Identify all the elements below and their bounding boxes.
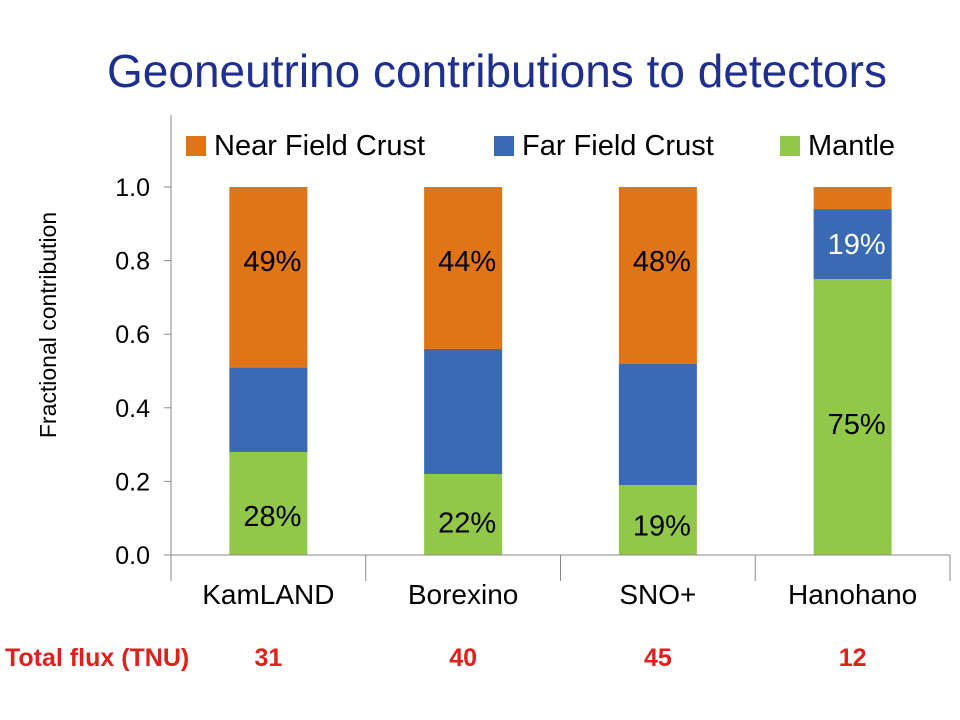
- y-tick-label: 0.2: [115, 468, 150, 496]
- axes: [170, 115, 951, 581]
- bar-segment-mantle-kamland: [229, 451, 308, 555]
- legend-swatch-far-field-crust: [494, 136, 514, 156]
- bar-segment-near-field-crust-sno: [618, 187, 697, 364]
- bar-segment-far-field-crust-hanohano: [813, 209, 892, 279]
- bar-segment-mantle-sno: [618, 485, 697, 555]
- bar-segment-far-field-crust-borexino: [424, 348, 503, 475]
- data-label-near-field-crust-kamland: 49%: [243, 246, 301, 278]
- y-tick-label: 0.4: [115, 395, 150, 423]
- bars: [229, 187, 892, 555]
- flux-values: 31 40 45 12: [254, 644, 866, 672]
- data-label-mantle-hanohano: 75%: [828, 409, 886, 441]
- flux-row-label: Total flux (TNU): [5, 644, 189, 672]
- data-label-far-field-crust-hanohano: 19%: [828, 229, 886, 261]
- bar-segment-near-field-crust-borexino: [424, 187, 503, 349]
- bar-segment-mantle-borexino: [424, 474, 503, 555]
- x-tick-label-hanohano: Hanohano: [788, 579, 917, 610]
- data-label-near-field-crust-borexino: 44%: [438, 246, 496, 278]
- y-tick-label: 0.6: [115, 321, 150, 349]
- flux-value-sno: 45: [644, 644, 672, 672]
- bar-segment-far-field-crust-kamland: [229, 367, 308, 452]
- legend-label-far-field-crust: Far Field Crust: [522, 130, 714, 162]
- bar-segment-mantle-hanohano: [813, 279, 892, 555]
- y-tick-label: 0.8: [115, 248, 150, 276]
- data-label-mantle-kamland: 28%: [243, 501, 301, 533]
- y-axis-ticks: 0.0 0.2 0.4 0.6 0.8 1.0: [115, 174, 171, 570]
- x-tick-label-kamland: KamLAND: [202, 579, 334, 610]
- flux-value-borexino: 40: [449, 644, 477, 672]
- legend-label-mantle: Mantle: [808, 130, 895, 162]
- data-label-mantle-borexino: 22%: [438, 507, 496, 539]
- bar-segment-near-field-crust-hanohano: [813, 187, 892, 210]
- legend: Near Field Crust Far Field Crust Mantle: [186, 130, 895, 162]
- data-label-mantle-sno: 19%: [633, 510, 691, 542]
- y-axis-label: Fractional contribution: [35, 212, 61, 438]
- x-axis-labels: KamLAND Borexino SNO+ Hanohano: [202, 579, 917, 610]
- x-tick-label-sno: SNO+: [619, 579, 696, 610]
- title-band: [0, 0, 960, 45]
- bar-segment-far-field-crust-sno: [618, 363, 697, 486]
- x-tick-label-borexino: Borexino: [408, 579, 519, 610]
- bar-labels: 28% 49% 22% 44% 19% 48% 75% 19%: [243, 229, 885, 542]
- bar-segment-near-field-crust-kamland: [229, 187, 308, 368]
- flux-value-kamland: 31: [254, 644, 282, 672]
- y-tick-label: 0.0: [115, 542, 150, 570]
- bottom-band: [0, 675, 960, 720]
- legend-label-near-field-crust: Near Field Crust: [214, 130, 425, 162]
- slide-title: Geoneutrino contributions to detectors: [107, 45, 887, 97]
- flux-value-hanohano: 12: [839, 644, 867, 672]
- legend-swatch-near-field-crust: [186, 136, 206, 156]
- y-tick-label: 1.0: [115, 174, 150, 202]
- data-label-near-field-crust-sno: 48%: [633, 246, 691, 278]
- legend-swatch-mantle: [780, 136, 800, 156]
